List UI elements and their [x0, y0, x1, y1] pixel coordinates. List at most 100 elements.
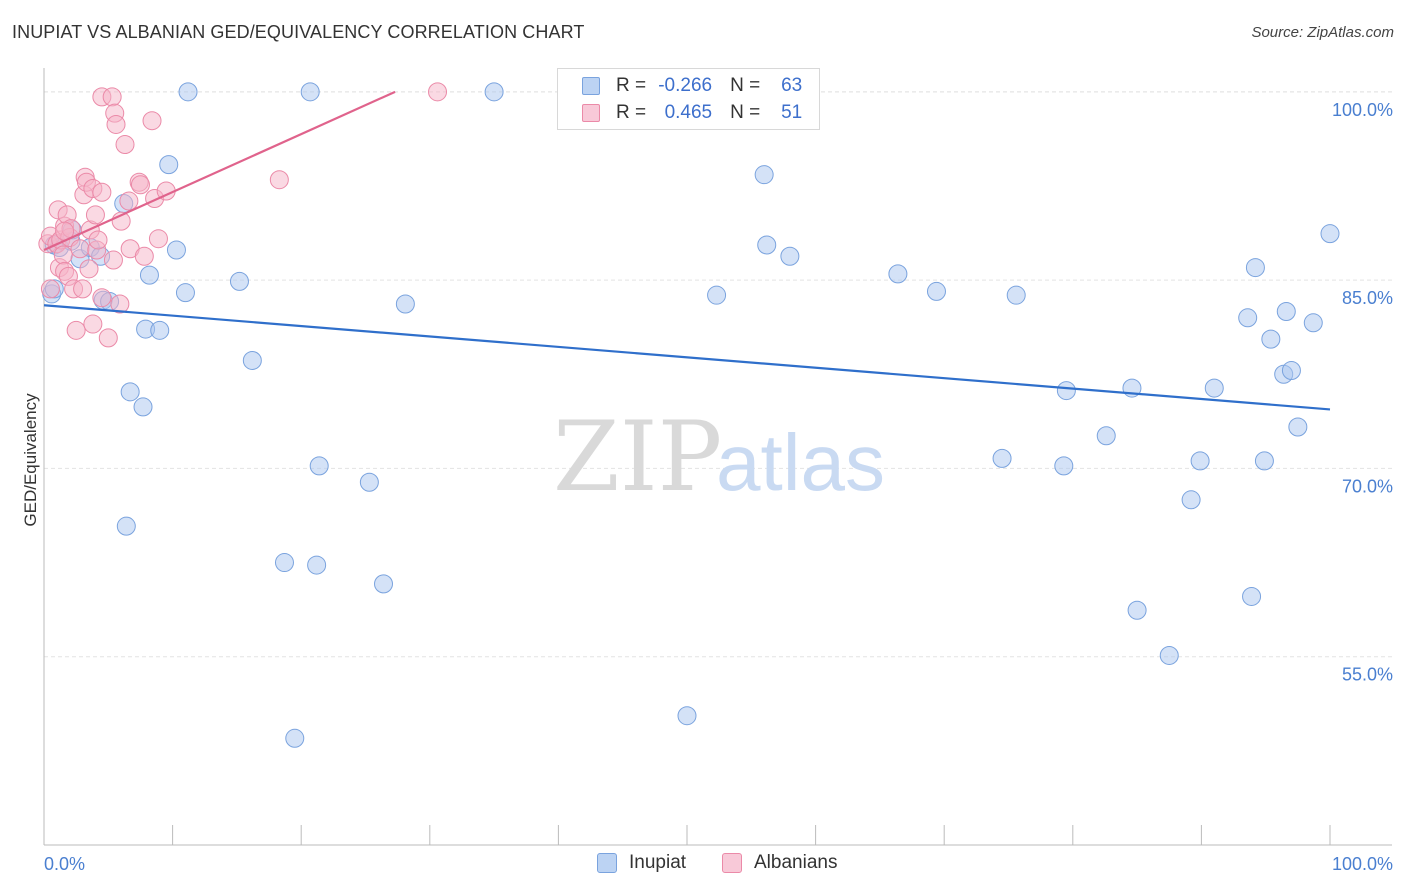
inupiat-point [1242, 586, 1262, 606]
inupiat-point [178, 82, 198, 102]
inupiat-point [1096, 426, 1116, 446]
albanian-point [83, 314, 103, 334]
albanian-point [119, 191, 139, 211]
albanian-point [148, 229, 168, 249]
inupiat-point [1320, 224, 1340, 244]
n-label: N = [730, 102, 761, 123]
inupiat-point [300, 82, 320, 102]
albanian-point [98, 328, 118, 348]
watermark-zip: ZIP [553, 401, 722, 513]
albanians-swatch [582, 104, 600, 122]
inupiat-point [1238, 308, 1258, 328]
inupiat-point [1159, 645, 1179, 665]
legend-label-albanians: Albanians [754, 852, 838, 873]
inupiat-point [677, 706, 697, 726]
inupiat-point [166, 240, 186, 260]
inupiat-point [1288, 417, 1308, 437]
inupiat-point [754, 165, 774, 185]
albanian-point [88, 230, 108, 250]
albanian-point [73, 279, 93, 299]
x-tick-label: 100.0% [1332, 854, 1393, 874]
albanian-point [92, 182, 112, 202]
inupiat-point [888, 264, 908, 284]
watermark-atlas: atlas [716, 418, 885, 507]
inupiat-point [1245, 258, 1265, 278]
inupiat-point [242, 350, 262, 370]
inupiat-point [274, 553, 294, 573]
inupiat-point [1056, 381, 1076, 401]
inupiat-point [707, 285, 727, 305]
y-tick-label: 85.0% [1342, 288, 1393, 308]
inupiat-point [484, 82, 504, 102]
inupiat-point [992, 448, 1012, 468]
source-label: Source: ZipAtlas.com [1251, 24, 1394, 41]
y-tick-label: 70.0% [1342, 476, 1393, 496]
albanian-point [40, 279, 60, 299]
y-axis-label: GED/Equivalency [21, 393, 40, 527]
albanian-trend-line [43, 90, 396, 251]
inupiat-point [116, 516, 136, 536]
n-value-albanians: 51 [781, 102, 803, 123]
albanians-legend-swatch [722, 853, 742, 873]
albanian-point [115, 135, 135, 155]
albanian-point [66, 320, 86, 340]
inupiat-point [757, 235, 777, 255]
x-tick-label: 0.0% [44, 854, 85, 874]
inupiat-trend-line [43, 304, 1331, 411]
r-value-albanians: 0.465 [664, 102, 713, 123]
inupiat-point [1276, 302, 1296, 322]
inupiat-point [1190, 451, 1210, 471]
albanian-point [53, 245, 73, 265]
n-value-inupiat: 63 [781, 75, 803, 96]
inupiat-point [120, 382, 140, 402]
inupiat-point [374, 574, 394, 594]
inupiat-point [1254, 451, 1274, 471]
albanian-point [85, 205, 105, 225]
r-label: R = [616, 102, 647, 123]
inupiat-point [159, 155, 179, 175]
inupiat-point [1303, 313, 1323, 333]
data-points [38, 82, 1340, 748]
axes [43, 68, 1392, 846]
inupiat-point [1006, 285, 1026, 305]
inupiat-point [139, 265, 159, 285]
legend-item-albanians[interactable]: Albanians [722, 852, 837, 874]
albanian-point [142, 111, 162, 131]
legend-item-inupiat[interactable]: Inupiat [597, 852, 686, 874]
watermark: ZIP atlas [553, 401, 885, 513]
inupiat-point [229, 271, 249, 291]
albanian-point [130, 175, 150, 195]
series-legend: Inupiat Albanians [0, 852, 1406, 878]
inupiat-point [1127, 600, 1147, 620]
inupiat-point [1204, 378, 1224, 398]
grid-lines [44, 91, 1392, 658]
legend-label-inupiat: Inupiat [629, 852, 687, 873]
correlation-legend: R = -0.266 N = 63 R = 0.465 N = 51 [557, 68, 820, 130]
inupiat-point [309, 456, 329, 476]
inupiat-legend-swatch [597, 853, 617, 873]
y-tick-label: 55.0% [1342, 665, 1393, 685]
inupiat-point [1261, 329, 1281, 349]
albanian-point [134, 246, 154, 266]
inupiat-point [307, 555, 327, 575]
inupiat-swatch [582, 77, 600, 95]
trend-lines [43, 90, 1331, 411]
albanian-point [269, 170, 289, 190]
inupiat-point [395, 294, 415, 314]
albanian-point [106, 114, 126, 134]
inupiat-point [133, 397, 153, 417]
albanian-point [79, 259, 99, 279]
n-label: N = [730, 75, 761, 96]
tick-labels: 100.0% 85.0% 70.0% 55.0% 0.0% 100.0% [44, 100, 1393, 874]
inupiat-point [175, 283, 195, 303]
inupiat-point [1054, 456, 1074, 476]
albanian-point [110, 294, 130, 314]
legend-row-inupiat: R = -0.266 N = 63 [582, 73, 802, 99]
inupiat-point [926, 281, 946, 301]
inupiat-point [150, 320, 170, 340]
inupiat-point [359, 472, 379, 492]
albanian-point [70, 239, 90, 259]
chart-title: INUPIAT VS ALBANIAN GED/EQUIVALENCY CORR… [12, 22, 585, 42]
inupiat-point [1281, 361, 1301, 381]
